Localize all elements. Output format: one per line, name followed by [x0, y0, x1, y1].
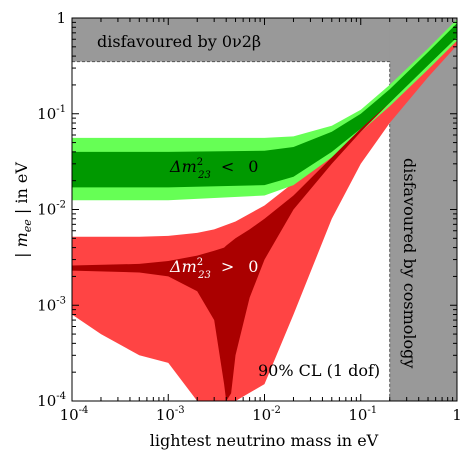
- y-tick-label-base: 10: [37, 201, 56, 219]
- label-normal-ordering: Δm2 23 >0: [169, 257, 258, 281]
- x-tick-label-base: 10: [348, 406, 367, 424]
- x-tick-label-exp: -2: [271, 405, 281, 416]
- norm-val: 0: [248, 257, 258, 276]
- label-cosmology: disfavoured by cosmology: [400, 158, 419, 368]
- y-tick-label-base: 1: [56, 9, 66, 27]
- norm-sub: 23: [197, 270, 211, 281]
- y-tick-label-base: 10: [37, 105, 56, 123]
- axis-tick-labels: 10-4 10-3 10-2 10-1 110-410-310-210-11: [37, 9, 462, 424]
- x-tick-label: 10-2: [252, 405, 281, 424]
- norm-delta: Δ: [169, 257, 182, 276]
- inv-rel: <: [221, 157, 234, 176]
- y-axis-sub: ee: [21, 219, 34, 233]
- y-tick-label-exp: -4: [56, 391, 66, 402]
- label-0nu2beta: disfavoured by 0ν2β: [97, 32, 261, 51]
- inv-val: 0: [248, 157, 258, 176]
- excluded-boundary-dashed: [72, 61, 391, 401]
- y-axis-mee: m: [12, 232, 31, 247]
- inv-m: m: [182, 157, 197, 176]
- y-tick-label-exp: -3: [56, 295, 66, 306]
- label-cl-note: 90% CL (1 dof): [258, 361, 380, 380]
- x-tick-label: 10-4: [60, 405, 89, 424]
- inverted-ordering-inner-band: [72, 23, 457, 188]
- x-axis-label: lightest neutrino mass in eV: [150, 431, 379, 450]
- label-inverted-ordering: Δm2 23 <0: [169, 157, 258, 181]
- y-tick-label-exp: -1: [56, 104, 66, 115]
- x-tick-label-base: 10: [60, 406, 79, 424]
- y-tick-label: 10-1: [37, 104, 66, 123]
- x-tick-label-base: 10: [156, 406, 175, 424]
- x-tick-label-exp: -1: [367, 405, 377, 416]
- y-tick-label: 1: [56, 9, 66, 27]
- inv-delta: Δ: [169, 157, 182, 176]
- y-axis-rest: | in eV: [12, 162, 31, 220]
- x-tick-label-exp: -3: [175, 405, 185, 416]
- y-tick-label: 10-3: [37, 295, 66, 314]
- y-tick-label: 10-4: [37, 391, 66, 410]
- norm-sup: 2: [197, 257, 203, 268]
- x-tick-label-base: 10: [252, 406, 271, 424]
- y-tick-label: 10-2: [37, 200, 66, 219]
- x-tick-label-base: 1: [452, 406, 462, 424]
- y-tick-label-exp: -2: [56, 200, 66, 211]
- inv-sub: 23: [197, 170, 211, 181]
- x-tick-label-exp: -4: [79, 405, 89, 416]
- y-tick-label-base: 10: [37, 296, 56, 314]
- x-tick-label: 1: [452, 406, 462, 424]
- x-tick-label: 10-1: [348, 405, 377, 424]
- x-tick-label: 10-3: [156, 405, 185, 424]
- norm-rel: >: [221, 257, 234, 276]
- inv-sup: 2: [197, 157, 203, 168]
- norm-m: m: [182, 257, 197, 276]
- y-tick-label-base: 10: [37, 392, 56, 410]
- axis-ticks: [71, 17, 458, 402]
- y-axis-label: | mee | in eV: [12, 162, 34, 258]
